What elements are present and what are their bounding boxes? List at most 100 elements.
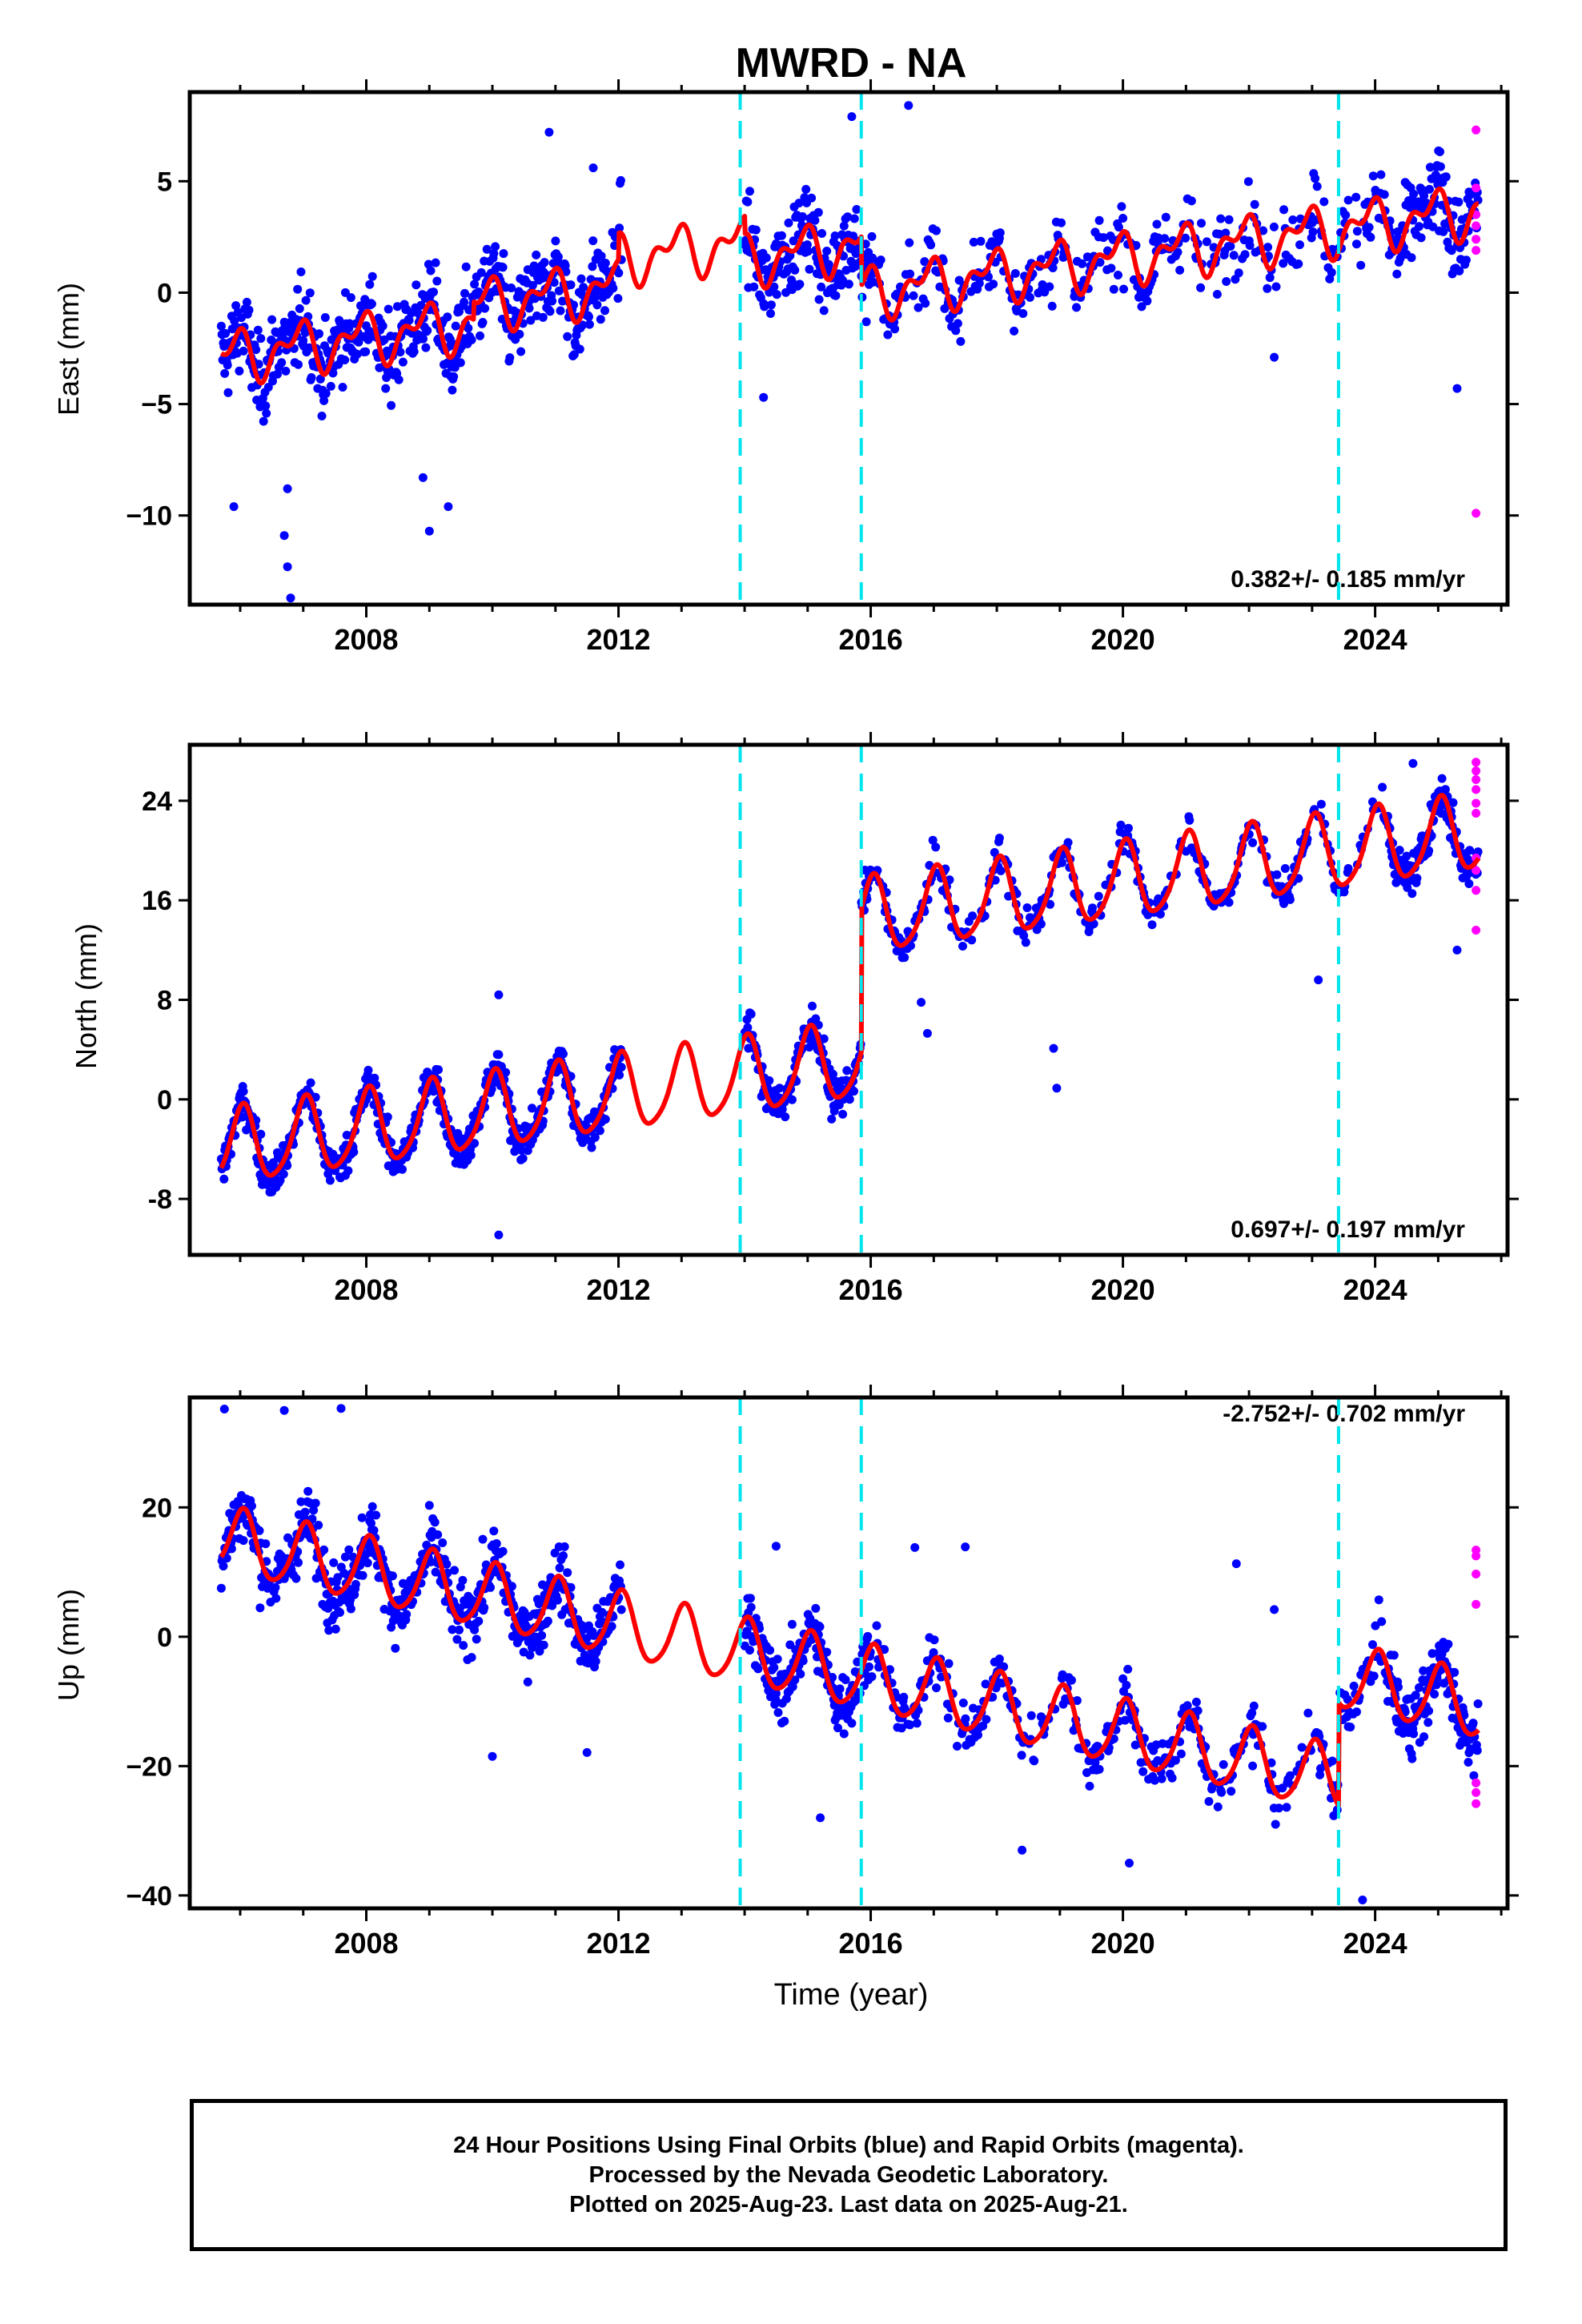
- north-data-point: [279, 1169, 288, 1179]
- north-data-point: [595, 1126, 604, 1136]
- east-data-point: [795, 279, 805, 289]
- north-data-point: [239, 1087, 248, 1096]
- up-outlier-point: [771, 1542, 781, 1551]
- east-frame: [187, 90, 1510, 607]
- up-x-tick-label: 2020: [1091, 1927, 1155, 1960]
- up-data-point: [442, 1559, 452, 1569]
- up-data-point: [489, 1526, 499, 1536]
- east-data-point: [367, 271, 377, 281]
- east-data-point: [905, 238, 914, 247]
- north-data-point: [819, 1034, 829, 1043]
- east-data-point: [1212, 290, 1222, 299]
- east-data-point: [1173, 247, 1182, 257]
- north-x-tick-label: 2020: [1091, 1273, 1155, 1306]
- north-data-point: [838, 1109, 848, 1119]
- east-data-point: [794, 199, 804, 208]
- north-data-point: [429, 1087, 438, 1096]
- north-outlier-point: [494, 990, 504, 999]
- east-data-point: [803, 247, 813, 256]
- east-data-point: [326, 381, 335, 391]
- up-data-point: [773, 1655, 782, 1664]
- up-rapid-orbit-points: [1472, 1546, 1481, 1808]
- north-data-point: [1465, 846, 1475, 855]
- north-data-point: [283, 1161, 292, 1170]
- north-data-point: [616, 1063, 626, 1072]
- east-data-point: [476, 267, 486, 277]
- up-data-point: [961, 1714, 970, 1723]
- east-data-point: [538, 312, 548, 322]
- east-data-point: [1327, 267, 1336, 277]
- up-data-point: [1468, 1719, 1478, 1728]
- up-data-point: [773, 1708, 783, 1717]
- north-data-point: [587, 1143, 596, 1152]
- north-data-point: [1063, 838, 1073, 847]
- up-rapid-point: [1472, 1787, 1481, 1797]
- east-data-point: [956, 336, 966, 346]
- north-x-tick-label: 2008: [334, 1273, 398, 1306]
- east-data-point: [256, 334, 266, 344]
- east-data-point: [1279, 259, 1288, 268]
- east-outlier-point: [286, 593, 295, 603]
- east-data-point: [867, 231, 877, 241]
- north-data-point: [615, 1070, 624, 1080]
- east-data-point: [338, 383, 347, 392]
- north-data-point: [370, 1073, 379, 1083]
- up-data-point: [943, 1713, 953, 1723]
- up-data-point: [1473, 1699, 1483, 1708]
- up-data-point: [480, 1603, 489, 1612]
- east-data-point: [1425, 184, 1434, 194]
- up-data-point: [1176, 1749, 1186, 1759]
- east-data-point: [1026, 292, 1034, 302]
- north-data-point: [237, 1112, 247, 1122]
- up-data-point: [346, 1604, 355, 1614]
- east-data-point: [1109, 284, 1118, 294]
- east-data-point: [989, 279, 998, 289]
- north-data-point: [1437, 774, 1447, 783]
- north-rapid-point: [1472, 886, 1481, 895]
- up-data-point: [1030, 1756, 1039, 1766]
- up-data-point: [863, 1631, 873, 1641]
- north-x-tick-label: 2024: [1343, 1273, 1407, 1306]
- east-data-point: [600, 259, 610, 267]
- east-data-point: [1269, 222, 1279, 231]
- up-data-point: [486, 1582, 495, 1592]
- east-data-point: [1319, 197, 1329, 207]
- east-data-point: [1224, 215, 1234, 224]
- up-data-point: [492, 1539, 501, 1548]
- chart-title: MWRD - NA: [736, 40, 967, 86]
- up-data-point: [296, 1497, 306, 1506]
- east-data-point: [751, 225, 761, 235]
- east-data-point: [822, 247, 832, 255]
- up-outlier-point: [1358, 1896, 1367, 1904]
- east-data-point: [1175, 265, 1185, 275]
- north-x-tick-label: 2016: [839, 1273, 903, 1306]
- east-data-point: [760, 302, 769, 312]
- up-data-point: [331, 1624, 340, 1634]
- east-data-point: [1356, 260, 1366, 270]
- up-data-point: [1249, 1701, 1259, 1711]
- north-data-point: [1147, 920, 1157, 930]
- caption-line-3: Plotted on 2025-Aug-23. Last data on 202…: [569, 2191, 1128, 2217]
- up-data-point: [314, 1521, 323, 1530]
- east-data-point: [1435, 162, 1445, 171]
- north-data-point: [383, 1112, 392, 1122]
- north-data-point: [829, 1106, 839, 1116]
- up-data-point: [1472, 1746, 1482, 1755]
- east-data-point: [467, 335, 476, 344]
- up-data-point: [1271, 1819, 1280, 1829]
- east-data-point: [745, 187, 754, 196]
- east-data-point: [590, 292, 600, 302]
- up-data-point: [1424, 1706, 1434, 1715]
- up-data-point: [1464, 1758, 1473, 1767]
- east-data-point: [558, 296, 568, 306]
- east-data-point: [890, 324, 900, 334]
- north-data-point: [1424, 846, 1434, 855]
- north-data-point: [600, 1115, 610, 1124]
- north-data-point: [1395, 846, 1404, 855]
- north-outlier-point: [1408, 758, 1418, 768]
- east-data-point: [1142, 296, 1152, 306]
- up-data-point: [930, 1635, 939, 1645]
- up-data-point: [303, 1486, 313, 1496]
- north-data-point: [829, 1069, 837, 1079]
- north-data-point: [1022, 903, 1032, 912]
